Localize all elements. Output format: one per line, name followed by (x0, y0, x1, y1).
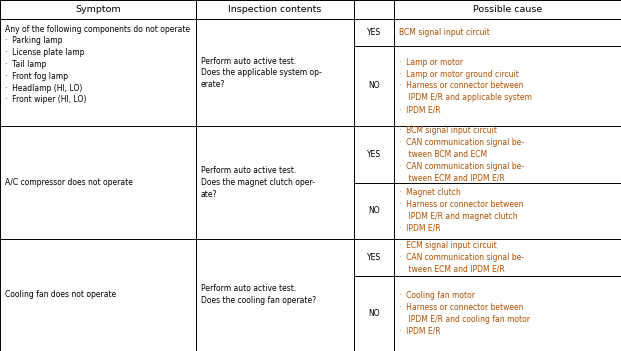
Text: YES: YES (367, 28, 381, 37)
Text: BCM signal input circuit: BCM signal input circuit (399, 28, 490, 37)
Text: A/C compressor does not operate: A/C compressor does not operate (5, 178, 133, 187)
Text: Symptom: Symptom (75, 5, 120, 14)
Text: YES: YES (367, 150, 381, 159)
Text: ·  Lamp or motor
·  Lamp or motor ground circuit
·  Harness or connector between: · Lamp or motor · Lamp or motor ground c… (399, 58, 532, 114)
Text: Perform auto active test.
Does the cooling fan operate?: Perform auto active test. Does the cooli… (201, 284, 315, 305)
Text: Cooling fan does not operate: Cooling fan does not operate (5, 290, 116, 299)
Text: Inspection contents: Inspection contents (228, 5, 322, 14)
Text: Perform auto active test.
Does the magnet clutch oper-
ate?: Perform auto active test. Does the magne… (201, 166, 314, 199)
Text: NO: NO (368, 206, 380, 215)
Text: NO: NO (368, 309, 380, 318)
Text: YES: YES (367, 253, 381, 261)
Text: ·  Cooling fan motor
·  Harness or connector between
    IPDM E/R and cooling fa: · Cooling fan motor · Harness or connect… (399, 291, 530, 336)
Text: NO: NO (368, 81, 380, 91)
Text: Possible cause: Possible cause (473, 5, 542, 14)
Text: ·  Magnet clutch
·  Harness or connector between
    IPDM E/R and magnet clutch
: · Magnet clutch · Harness or connector b… (399, 188, 524, 233)
Text: ·  BCM signal input circuit
·  CAN communication signal be-
    tween BCM and EC: · BCM signal input circuit · CAN communi… (399, 126, 524, 183)
Text: Any of the following components do not operate
·  Parking lamp
·  License plate : Any of the following components do not o… (5, 25, 190, 104)
Text: ·  ECM signal input circuit
·  CAN communication signal be-
    tween ECM and IP: · ECM signal input circuit · CAN communi… (399, 241, 524, 273)
Text: Perform auto active test.
Does the applicable system op-
erate?: Perform auto active test. Does the appli… (201, 57, 321, 89)
